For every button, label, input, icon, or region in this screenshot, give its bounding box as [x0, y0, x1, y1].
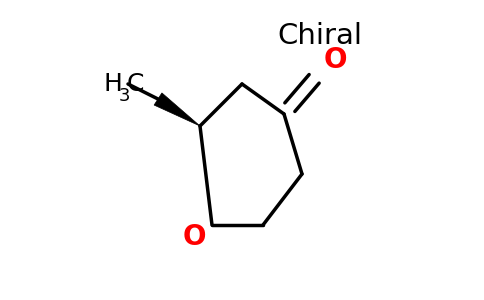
Polygon shape: [154, 93, 200, 126]
Text: H: H: [104, 72, 123, 96]
Text: O: O: [323, 46, 347, 74]
Text: 3: 3: [119, 87, 130, 105]
Text: Chiral: Chiral: [277, 22, 363, 50]
Text: C: C: [126, 72, 144, 96]
Text: O: O: [182, 223, 206, 251]
